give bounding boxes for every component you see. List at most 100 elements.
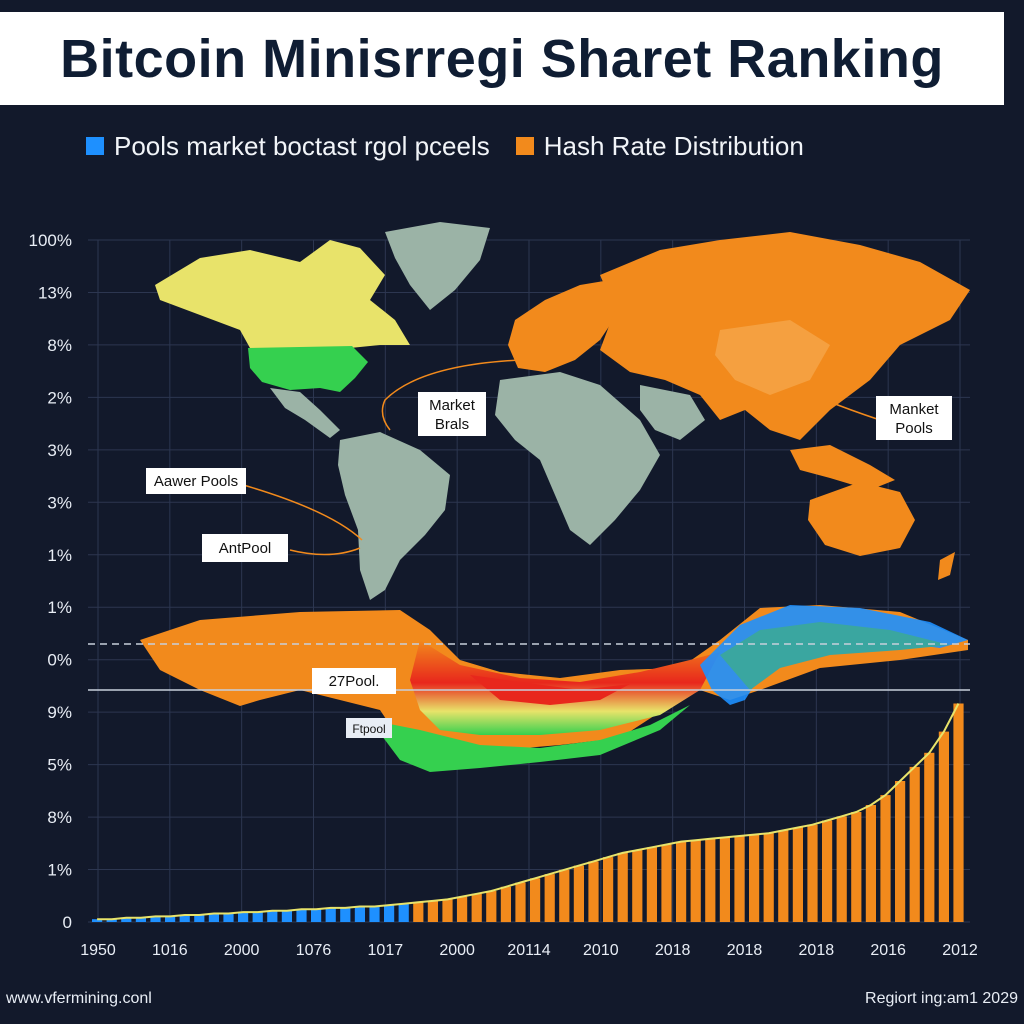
legend-item-hash-rate: Hash Rate Distribution	[515, 130, 804, 162]
map-middle-east	[640, 385, 705, 440]
bar	[354, 906, 365, 922]
bar-outline-line	[97, 703, 960, 921]
bar	[705, 838, 716, 922]
bar	[384, 905, 395, 922]
callout-text: Ftpool	[352, 722, 385, 736]
title-bar: Bitcoin Minisrregi Sharet Ranking	[0, 12, 1004, 105]
legend-swatch-orange	[515, 137, 534, 155]
bar	[865, 805, 876, 922]
leader-aawer-pools	[239, 483, 363, 541]
x-tick-label: 1016	[152, 942, 188, 959]
bar	[646, 847, 657, 922]
map-se-asia	[790, 445, 895, 490]
grid	[88, 239, 970, 923]
y-tick-label: 2%	[47, 388, 72, 407]
map-africa	[495, 372, 660, 545]
bar	[822, 820, 833, 922]
y-tick-label: 8%	[47, 336, 72, 355]
bar	[807, 824, 818, 922]
y-tick-label: 100%	[29, 231, 72, 250]
callout-box	[418, 392, 486, 436]
bar	[938, 731, 949, 922]
x-tick-label: 1076	[296, 942, 332, 959]
map-south-america	[338, 432, 450, 600]
callout-27pool: 27Pool.	[312, 668, 396, 694]
bar	[573, 865, 584, 922]
y-tick-label: 1%	[47, 861, 72, 880]
chart-title: Bitcoin Minisrregi Sharet Ranking	[60, 28, 944, 89]
bar	[676, 841, 687, 922]
bar	[486, 891, 497, 922]
bar	[208, 913, 219, 922]
map-china	[715, 320, 830, 395]
bar	[194, 915, 205, 922]
bar	[238, 912, 249, 922]
callout-text-line1: Manket	[889, 401, 939, 418]
x-tick-label: 2012	[942, 942, 978, 959]
bar	[442, 899, 453, 922]
bar	[895, 781, 906, 922]
map-europe	[508, 280, 620, 372]
bar	[340, 907, 351, 922]
bar	[544, 874, 555, 922]
y-tick-label: 3%	[47, 493, 72, 512]
bar	[851, 812, 862, 922]
legend-label-pools: Pools market boctast rgol pceels	[114, 130, 490, 161]
x-tick-label: 2018	[727, 942, 763, 959]
callout-text-line1: Market	[429, 397, 476, 414]
y-tick-label: 8%	[47, 808, 72, 827]
map-north-america	[155, 240, 410, 348]
x-tick-label: 20114	[507, 942, 550, 959]
x-tick-label: 1017	[368, 942, 404, 959]
bar	[880, 795, 891, 922]
x-tick-label: 1950	[80, 942, 116, 959]
y-tick-label: 5%	[47, 756, 72, 775]
bar-series	[92, 703, 964, 923]
callout-aawer-pools: Aawer Pools	[146, 468, 246, 494]
map-central-america	[270, 388, 340, 438]
legend-swatch-blue	[86, 137, 104, 155]
bar	[632, 850, 643, 922]
bar	[749, 834, 760, 922]
world-map	[155, 222, 970, 600]
callout-leaders	[239, 359, 881, 669]
x-tick-label: 2000	[439, 942, 475, 959]
stream-band	[140, 605, 968, 772]
y-tick-label: 3%	[47, 441, 72, 460]
bar	[734, 836, 745, 922]
bar	[719, 837, 730, 922]
bar	[792, 827, 803, 922]
leader-market-brals	[381, 359, 521, 431]
bar	[179, 915, 190, 922]
callout-market-brals: Market Brals	[418, 392, 486, 436]
bar	[661, 844, 672, 922]
bar	[515, 882, 526, 922]
bar	[281, 910, 292, 922]
bar	[690, 840, 701, 922]
callout-box	[202, 534, 288, 562]
bar	[252, 912, 263, 922]
bar	[603, 857, 614, 922]
callout-text: Aawer Pools	[154, 473, 238, 490]
bar	[500, 886, 511, 923]
map-greenland	[385, 222, 490, 310]
callout-antpool: AntPool	[202, 534, 288, 562]
y-tick-label: 13%	[38, 283, 72, 302]
bar	[398, 903, 409, 922]
legend-label-hash-rate: Hash Rate Distribution	[543, 130, 804, 161]
stream-hot-core	[410, 640, 720, 735]
bar	[909, 766, 920, 922]
bar	[530, 878, 541, 922]
x-tick-label: 2000	[224, 942, 260, 959]
bar	[296, 909, 307, 922]
y-tick-label: 0%	[47, 651, 72, 670]
map-australia	[808, 482, 915, 556]
bar	[836, 816, 847, 923]
footer-source: www.vfermining.conl	[6, 990, 152, 1007]
x-tick-label: 2018	[799, 942, 835, 959]
callout-box	[146, 468, 246, 494]
bar	[617, 852, 628, 922]
bar	[121, 917, 132, 922]
y-tick-label: 1%	[47, 598, 72, 617]
stream-green-low	[370, 705, 690, 772]
